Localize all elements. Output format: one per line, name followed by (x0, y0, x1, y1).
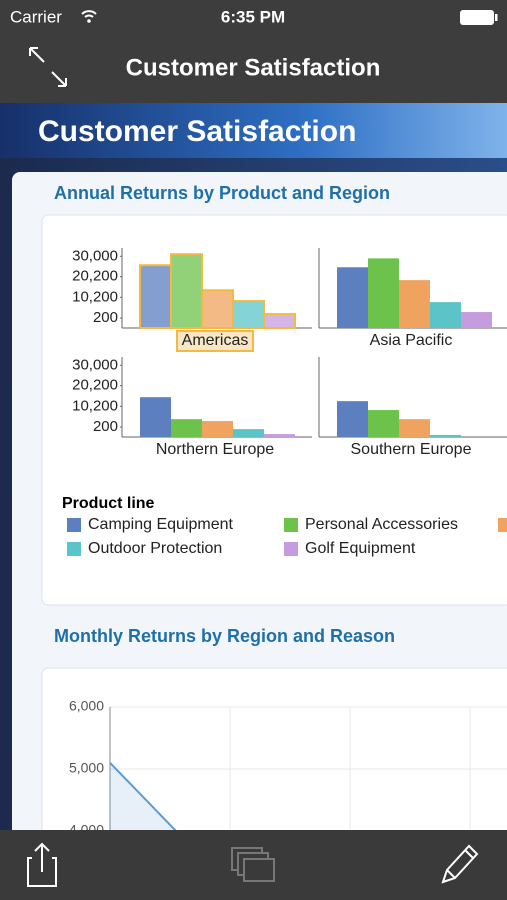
y-tick-label: 10,200 (72, 397, 118, 414)
y-tick-label: 20,200 (72, 268, 118, 285)
bar (171, 419, 202, 437)
plots: 30,000 20,200 10,200 200 Americas Asia Pacifi… (67, 247, 507, 838)
legend-label: Personal Accessories (305, 516, 458, 533)
y-tick-label: 6,000 (69, 698, 104, 714)
bar (201, 289, 234, 329)
banner-title: Customer Satisfaction (38, 115, 356, 148)
content: Customer Satisfaction Annual Returns by … (0, 103, 507, 838)
panel-label: Asia Pacific (370, 332, 453, 349)
bar (368, 258, 399, 328)
chart-box (41, 667, 507, 830)
bar (430, 302, 461, 328)
bar (264, 434, 295, 437)
y-tick-label: 4,000 (69, 822, 104, 838)
nav-title: Customer Satisfaction (126, 54, 381, 81)
bar (461, 312, 492, 328)
legend-swatch (284, 518, 298, 532)
battery (460, 10, 494, 25)
bar (140, 397, 171, 437)
legend-title: Product line (62, 495, 155, 512)
carrier: Carrier (10, 7, 62, 26)
top-bar (0, 0, 507, 103)
y-tick-label: 200 (93, 418, 118, 435)
line (109, 762, 177, 830)
edit-button[interactable] (441, 844, 479, 884)
share-button[interactable] (27, 842, 57, 887)
legend-label: Camping Equipment (88, 516, 234, 533)
legend-label: Outdoor Protection (88, 540, 222, 557)
y-tick-label: 20,200 (72, 377, 118, 394)
bar (170, 253, 203, 330)
y-tick-label: 200 (93, 309, 118, 326)
legend-swatch (498, 518, 507, 532)
wifi-icon (81, 10, 97, 18)
bar (337, 267, 368, 328)
bar (202, 421, 233, 437)
banner (0, 103, 507, 158)
chart-title: Monthly Returns by Region and Reason (54, 626, 395, 646)
bar (263, 313, 296, 329)
legend-swatch (67, 518, 81, 532)
panel-label: Northern Europe (156, 441, 274, 458)
y-tick-label: 30,000 (72, 247, 118, 264)
tabs-button[interactable] (231, 847, 275, 882)
bar (430, 434, 461, 437)
selection-box (176, 330, 254, 352)
y-tick-label: 30,000 (72, 356, 118, 373)
battery (495, 14, 498, 21)
legend-label: Golf Equipment (305, 540, 416, 557)
y-tick-label: 10,200 (72, 288, 118, 305)
legend-swatch (284, 542, 298, 556)
bar (232, 300, 265, 330)
chart-title: Annual Returns by Product and Region (54, 183, 390, 203)
y-tick-label: 5,000 (69, 760, 104, 776)
legend-swatch (67, 542, 81, 556)
panel-label: Americas (182, 332, 249, 349)
bar (233, 429, 264, 437)
bar (399, 280, 430, 328)
panel-label: Southern Europe (351, 441, 472, 458)
bar (139, 264, 172, 330)
bar (399, 419, 430, 437)
bar (368, 410, 399, 437)
wifi-icon (87, 19, 91, 23)
collapse-button[interactable] (29, 47, 67, 87)
time: 6:35 PM (221, 7, 285, 26)
bar (337, 401, 368, 437)
